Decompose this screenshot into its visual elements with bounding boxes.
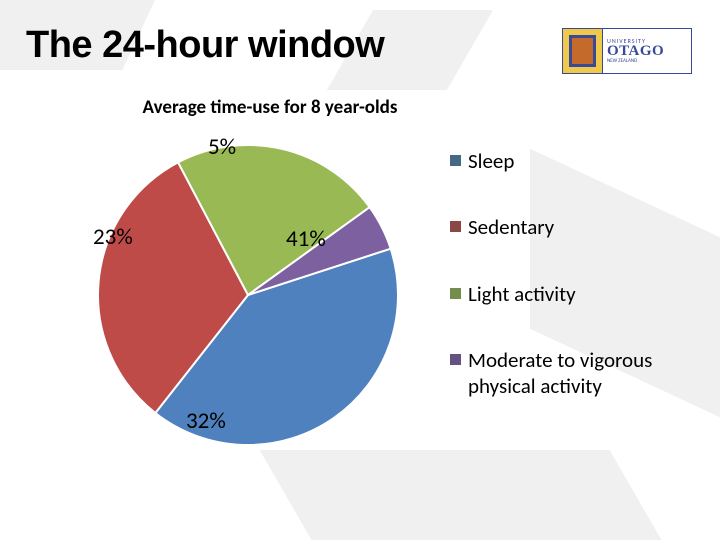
logo-text: UNIVERSITY OTAGO NEW ZEALAND — [603, 36, 691, 66]
legend-item: Sleep — [450, 148, 700, 174]
legend-swatch — [450, 155, 461, 166]
bg-shape-3 — [260, 450, 691, 540]
pie-percent-label: 32% — [186, 407, 226, 435]
legend-label: Sleep — [468, 148, 514, 174]
legend-swatch — [450, 354, 461, 365]
chart-legend: Sleep Sedentary Light activity Moderate to … — [450, 148, 700, 439]
legend-label: Moderate to vigorous physical activity — [468, 347, 700, 400]
logo-name: OTAGO — [607, 44, 687, 59]
university-logo: UNIVERSITY OTAGO NEW ZEALAND — [562, 28, 692, 74]
legend-swatch — [450, 288, 461, 299]
legend-item: Moderate to vigorous physical activity — [450, 347, 700, 400]
legend-swatch — [450, 221, 461, 232]
legend-label: Sedentary — [468, 214, 554, 240]
pie-chart-svg — [88, 135, 408, 455]
chart-subtitle: Average time-use for 8 year-olds — [0, 96, 540, 119]
legend-item: Sedentary — [450, 214, 700, 240]
logo-sub: NEW ZEALAND — [607, 59, 687, 64]
pie-percent-label: 23% — [93, 223, 133, 251]
pie-chart: 41% 32% 23% 5% — [88, 135, 408, 455]
pie-percent-label: 41% — [286, 225, 326, 253]
legend-item: Light activity — [450, 281, 700, 307]
pie-percent-label: 5% — [208, 133, 236, 161]
legend-label: Light activity — [468, 281, 576, 307]
logo-crest-icon — [563, 29, 603, 73]
page-title: The 24-hour window — [26, 24, 384, 67]
